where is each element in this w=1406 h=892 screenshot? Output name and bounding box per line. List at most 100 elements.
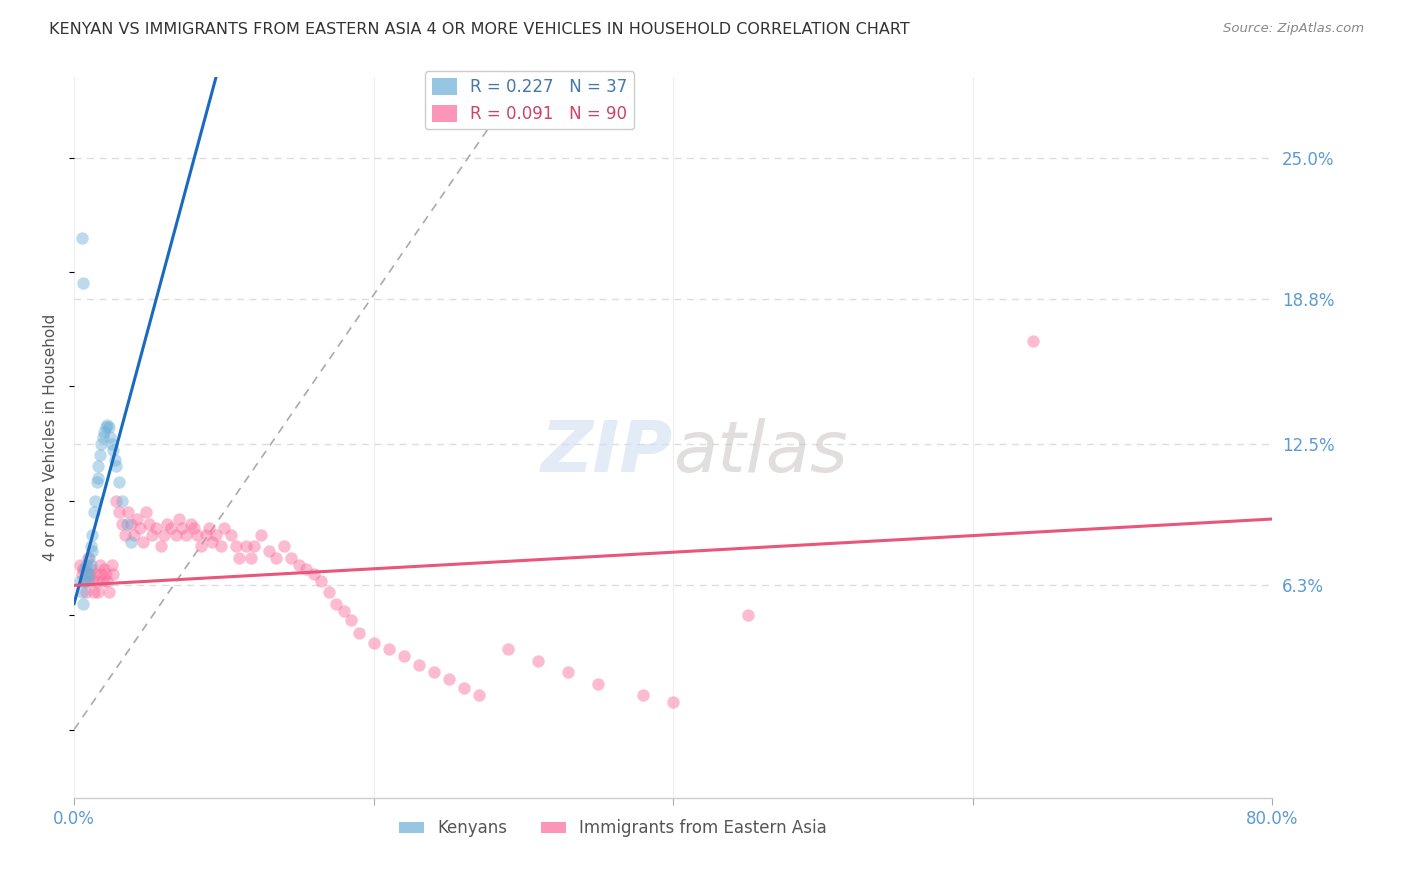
Point [70, 585, 93, 599]
Point [122, 528, 145, 542]
Point [100, 436, 122, 450]
Point [91, 574, 114, 588]
Point [737, 608, 759, 623]
Point [205, 528, 228, 542]
Point [325, 597, 347, 611]
Point [194, 528, 217, 542]
Point [111, 516, 134, 531]
Point [288, 558, 311, 572]
Point [94, 566, 117, 581]
Point [437, 672, 460, 686]
Point [498, 642, 520, 657]
Y-axis label: 4 or more Vehicles in Household: 4 or more Vehicles in Household [44, 314, 58, 561]
Point [108, 475, 131, 490]
Point [96, 418, 118, 433]
Point [80, 528, 103, 542]
Point [332, 603, 354, 617]
Point [221, 528, 243, 542]
Point [101, 566, 124, 581]
Point [138, 516, 160, 531]
Point [467, 688, 489, 702]
Point [167, 512, 190, 526]
Point [190, 540, 212, 554]
Point [1022, 334, 1045, 348]
Text: atlas: atlas [673, 417, 848, 487]
Point [176, 528, 198, 542]
Point [156, 516, 179, 531]
Point [117, 505, 139, 519]
Point [280, 550, 302, 565]
Point [94, 420, 117, 434]
Point [250, 528, 273, 542]
Point [225, 540, 247, 554]
Point [295, 562, 318, 576]
Point [132, 535, 155, 549]
Point [83, 505, 105, 519]
Point [93, 425, 115, 439]
Point [79, 540, 101, 554]
Point [183, 521, 205, 535]
Point [87, 471, 110, 485]
Point [73, 574, 96, 588]
Point [165, 528, 187, 542]
Point [149, 540, 172, 554]
Point [228, 550, 250, 565]
Point [90, 436, 112, 450]
Point [98, 430, 121, 444]
Point [75, 558, 97, 572]
Point [209, 540, 232, 554]
Point [318, 585, 340, 599]
Point [86, 574, 108, 588]
Point [392, 649, 415, 664]
Point [115, 516, 138, 531]
Point [243, 540, 266, 554]
Point [201, 535, 224, 549]
Point [309, 574, 332, 588]
Point [73, 562, 96, 576]
Text: ZIP: ZIP [541, 417, 673, 487]
Point [633, 688, 655, 702]
Point [76, 574, 98, 588]
Point [111, 493, 134, 508]
Point [72, 277, 94, 291]
Point [70, 566, 93, 581]
Point [90, 566, 112, 581]
Point [340, 613, 363, 627]
Point [87, 585, 110, 599]
Point [235, 540, 257, 554]
Point [87, 459, 110, 474]
Point [86, 475, 108, 490]
Point [93, 562, 115, 576]
Point [257, 544, 280, 558]
Point [588, 677, 610, 691]
Point [84, 566, 107, 581]
Point [180, 516, 202, 531]
Point [239, 550, 262, 565]
Point [141, 528, 163, 542]
Point [96, 574, 118, 588]
Point [77, 566, 100, 581]
Point [453, 681, 475, 696]
Point [75, 566, 97, 581]
Point [83, 585, 105, 599]
Point [91, 430, 114, 444]
Point [662, 695, 685, 709]
Point [273, 540, 295, 554]
Point [557, 665, 579, 680]
Point [302, 566, 325, 581]
Point [79, 558, 101, 572]
Point [422, 665, 444, 680]
Point [80, 574, 103, 588]
Point [527, 654, 550, 668]
Point [135, 505, 157, 519]
Point [160, 521, 183, 535]
Point [198, 521, 221, 535]
Point [72, 597, 94, 611]
Point [103, 452, 125, 467]
Point [105, 493, 128, 508]
Point [114, 528, 136, 542]
Text: KENYAN VS IMMIGRANTS FROM EASTERN ASIA 4 OR MORE VEHICLES IN HOUSEHOLD CORRELATI: KENYAN VS IMMIGRANTS FROM EASTERN ASIA 4… [49, 22, 910, 37]
Point [97, 585, 120, 599]
Legend: Kenyans, Immigrants from Eastern Asia: Kenyans, Immigrants from Eastern Asia [392, 813, 834, 844]
Text: Source: ZipAtlas.com: Source: ZipAtlas.com [1223, 22, 1364, 36]
